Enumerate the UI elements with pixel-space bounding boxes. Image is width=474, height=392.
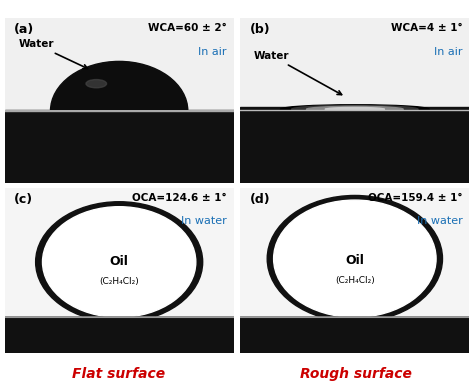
Bar <box>240 320 469 353</box>
Bar <box>240 188 469 323</box>
Bar <box>5 120 234 183</box>
Bar <box>5 111 234 183</box>
Text: In air: In air <box>198 47 227 57</box>
Text: Water: Water <box>18 39 88 69</box>
Circle shape <box>36 202 203 322</box>
Ellipse shape <box>325 107 384 111</box>
Bar <box>5 320 234 353</box>
Text: WCA=4 ± 1°: WCA=4 ± 1° <box>391 23 463 33</box>
Ellipse shape <box>51 62 188 160</box>
Text: (a): (a) <box>14 23 34 36</box>
Text: In air: In air <box>434 47 463 57</box>
Text: OCA=159.4 ± 1°: OCA=159.4 ± 1° <box>368 192 463 203</box>
Ellipse shape <box>281 105 429 114</box>
Bar <box>240 111 469 183</box>
Circle shape <box>43 207 196 317</box>
Bar <box>5 18 234 120</box>
Text: (d): (d) <box>250 192 270 206</box>
Text: In water: In water <box>417 216 463 226</box>
Ellipse shape <box>86 80 107 88</box>
Circle shape <box>267 196 443 322</box>
Bar <box>240 120 469 183</box>
Text: Oil: Oil <box>346 254 365 267</box>
Text: Rough surface: Rough surface <box>300 367 411 381</box>
Text: WCA=60 ± 2°: WCA=60 ± 2° <box>148 23 227 33</box>
Text: (C₂H₄Cl₂): (C₂H₄Cl₂) <box>99 277 139 286</box>
Ellipse shape <box>307 106 403 112</box>
Text: Water: Water <box>254 51 342 94</box>
Bar <box>5 317 234 353</box>
Text: (b): (b) <box>250 23 270 36</box>
Text: Oil: Oil <box>109 256 128 269</box>
Text: (c): (c) <box>14 192 33 206</box>
Bar <box>240 107 469 127</box>
Text: Flat surface: Flat surface <box>72 367 165 381</box>
Circle shape <box>273 200 436 317</box>
Ellipse shape <box>292 105 418 113</box>
Text: In water: In water <box>181 216 227 226</box>
Bar <box>5 110 234 127</box>
Bar <box>240 317 469 353</box>
Text: (C₂H₄Cl₂): (C₂H₄Cl₂) <box>335 276 375 285</box>
Text: OCA=124.6 ± 1°: OCA=124.6 ± 1° <box>132 192 227 203</box>
Bar <box>240 18 469 120</box>
Bar <box>5 188 234 323</box>
